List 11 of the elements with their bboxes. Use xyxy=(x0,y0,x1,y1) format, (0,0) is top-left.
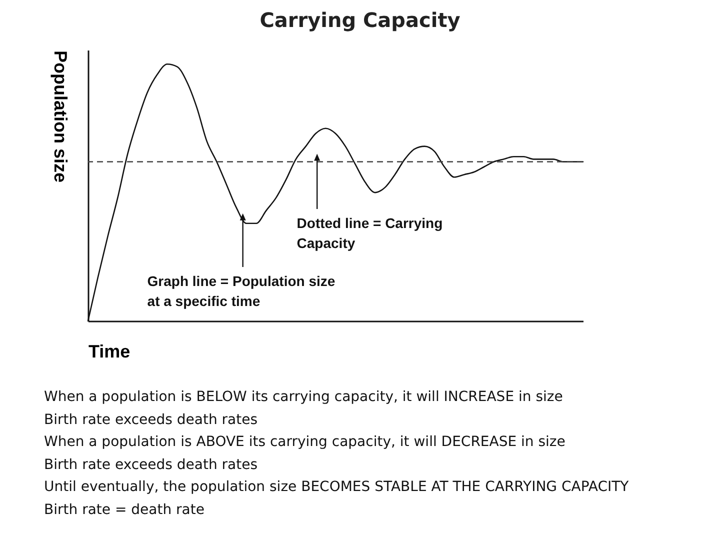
text: Birth rate exceeds death rates xyxy=(44,410,259,430)
chart-title: Carrying Capacity xyxy=(258,8,462,32)
text: Birth rate exceeds death rates xyxy=(44,456,259,474)
annotation: Graph line = Population size at a specific time xyxy=(147,272,336,311)
annotation: Dotted line = Carrying Capacity xyxy=(296,214,444,253)
text: Until eventually, the population size BECOMES STABLE AT THE CARRYING CAPACITY xyxy=(44,478,629,497)
y-axis-title: Population size xyxy=(50,50,70,183)
text: When a population is ABOVE its carrying capacity, it will DECREASE in size xyxy=(44,433,566,452)
text: Birth rate = death rate xyxy=(44,500,206,520)
x-axis-title: Time xyxy=(88,342,130,362)
text: When a population is BELOW its carrying capacity, it will INCREASE in size xyxy=(44,388,564,407)
